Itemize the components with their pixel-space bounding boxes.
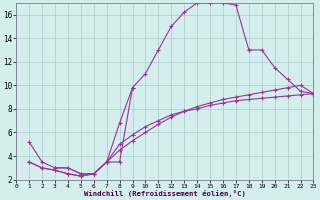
X-axis label: Windchill (Refroidissement éolien,°C): Windchill (Refroidissement éolien,°C) — [84, 190, 246, 197]
